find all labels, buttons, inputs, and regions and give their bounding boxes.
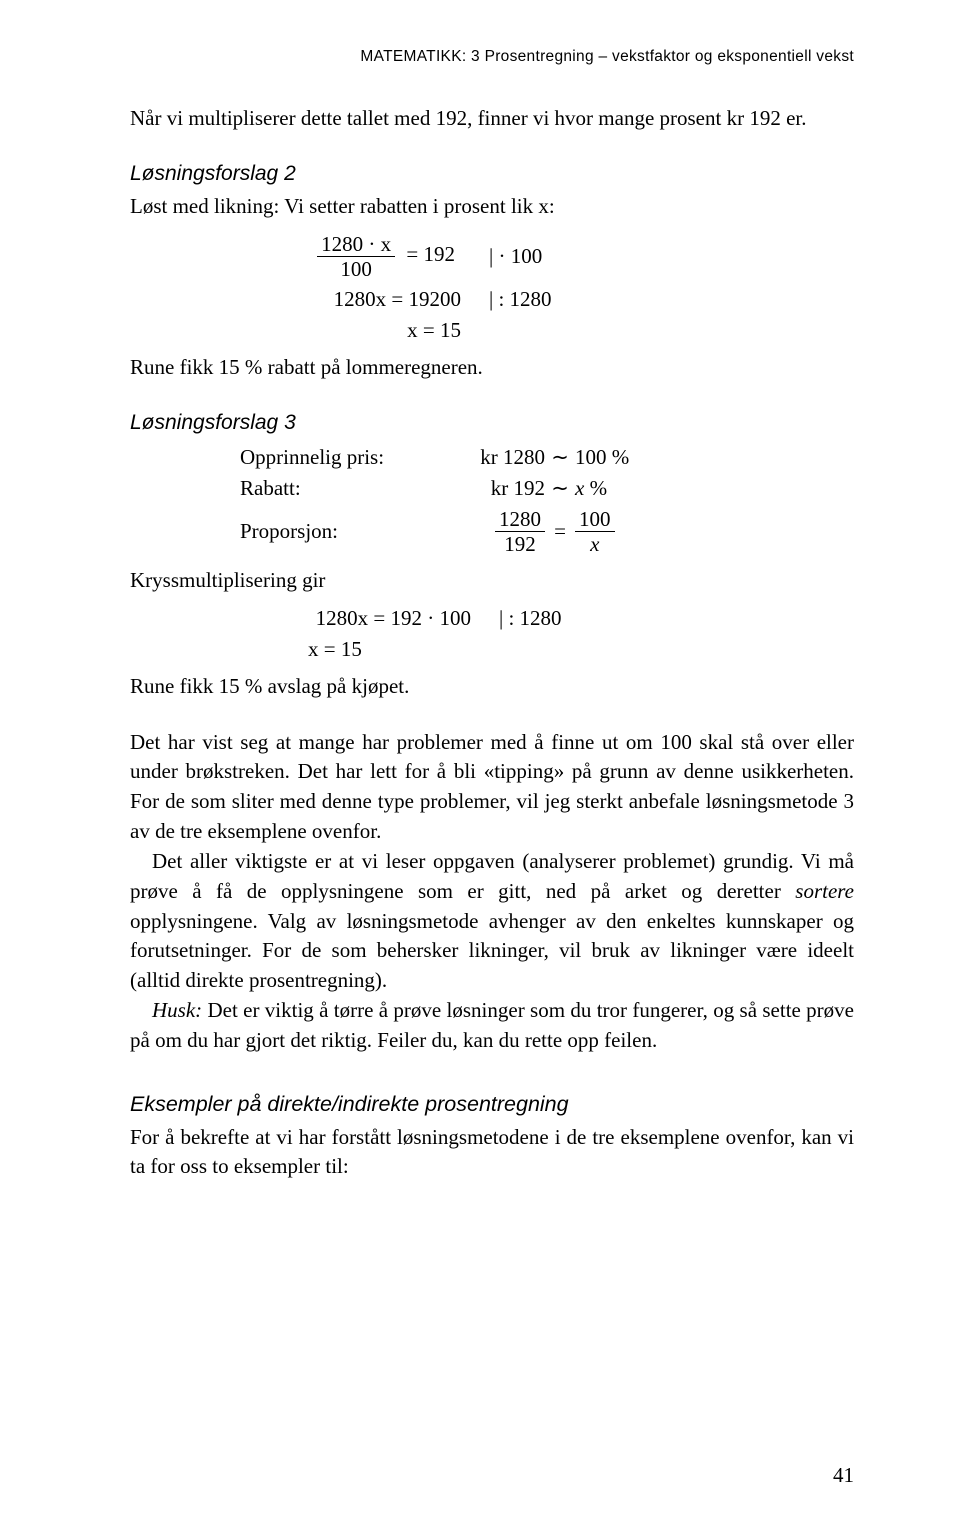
examples-text: For å bekrefte at vi har forstått løsnin… <box>130 1123 854 1183</box>
solution-3-equations: 1280x = 192 · 100 | : 1280 x = 15 <box>250 606 854 662</box>
intro-paragraph: Når vi multipliserer dette tallet med 19… <box>130 104 854 134</box>
discussion-p1: Det har vist seg at mange har problemer … <box>130 728 854 847</box>
solution-3-title: Løsningsforslag 3 <box>130 411 854 435</box>
solution-2-conclusion: Rune fikk 15 % rabatt på lommeregneren. <box>130 353 854 383</box>
cross-multiply: Kryssmultiplisering gir <box>130 566 854 596</box>
discussion-p2: Det aller viktigste er at vi leser oppga… <box>130 847 854 996</box>
page-number: 41 <box>833 1463 854 1488</box>
solution-2-title: Løsningsforslag 2 <box>130 162 854 186</box>
solution-3-conclusion: Rune fikk 15 % avslag på kjøpet. <box>130 672 854 702</box>
solution-2-lead: Løst med likning: Vi setter rabatten i p… <box>130 192 854 222</box>
solution-3-table: Opprinnelig pris: kr 1280 ∼ 100 % Rabatt… <box>240 445 854 556</box>
solution-2-equations: 1280 · x 100 = 192 | · 100 1280x = 19200… <box>280 232 854 343</box>
discussion-p3: Husk: Det er viktig å tørre å prøve løsn… <box>130 996 854 1056</box>
running-header: MATEMATIKK: 3 Prosentregning – vekstfakt… <box>130 48 854 66</box>
examples-title: Eksempler på direkte/indirekte prosentre… <box>130 1092 854 1117</box>
